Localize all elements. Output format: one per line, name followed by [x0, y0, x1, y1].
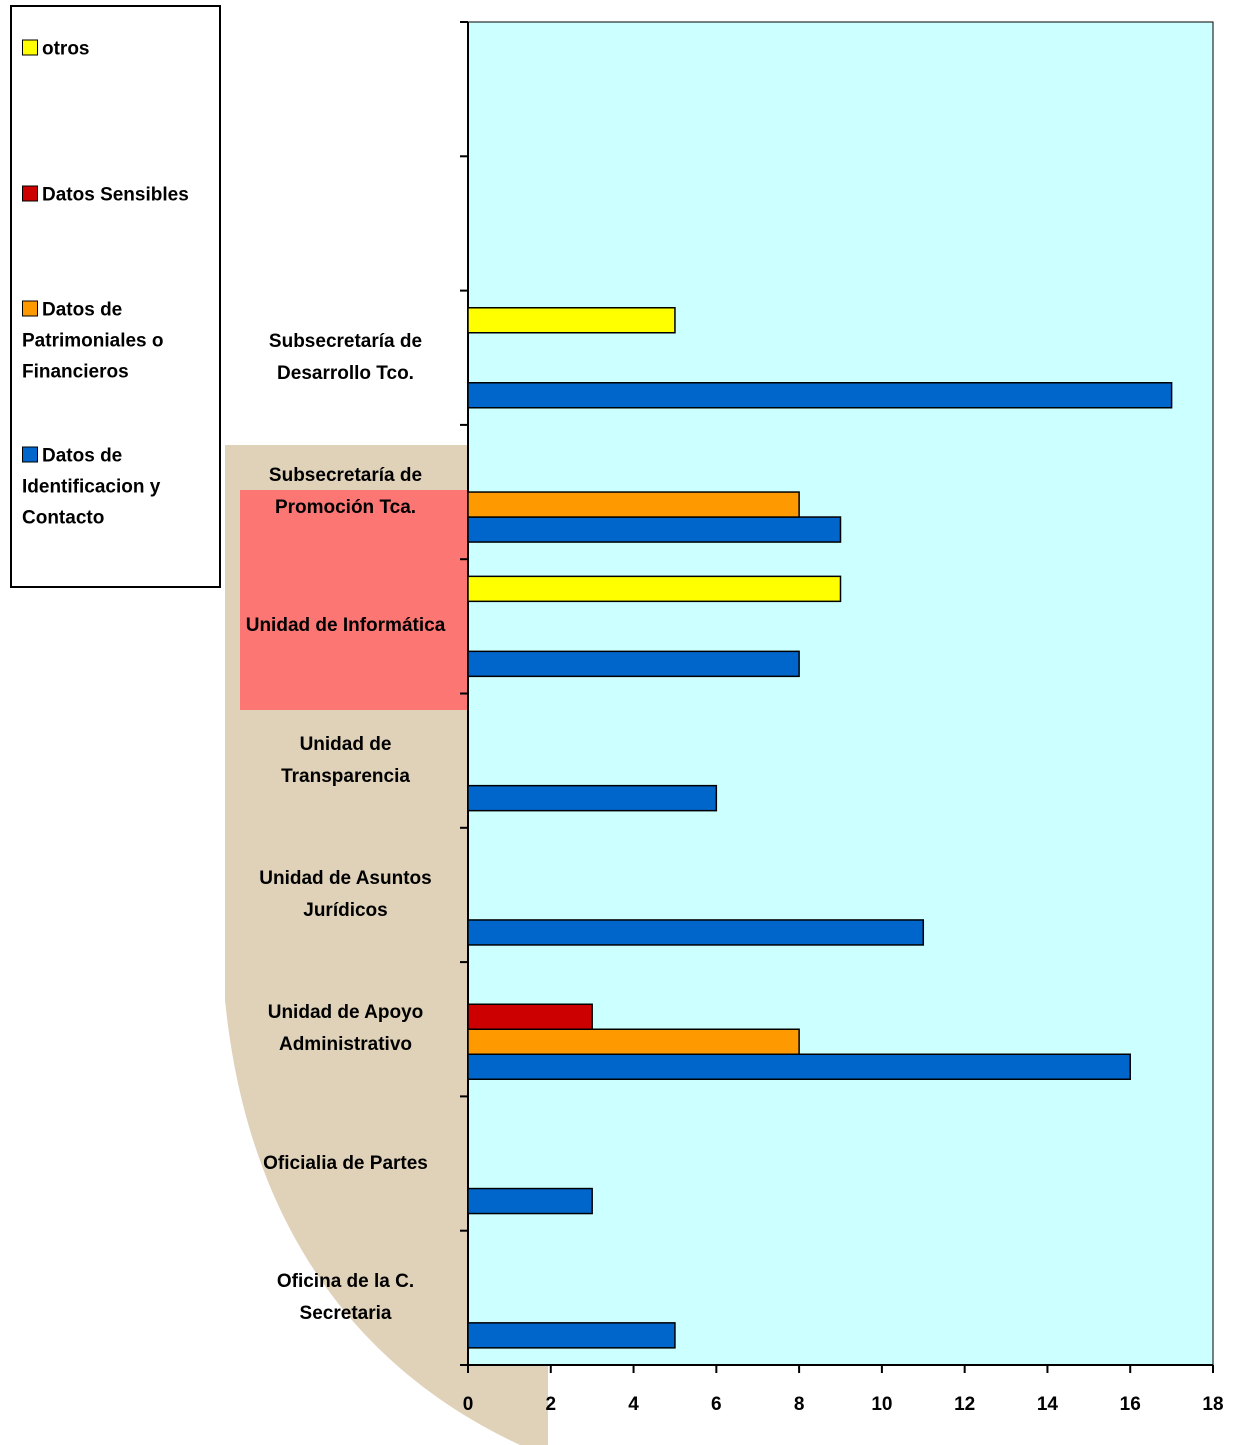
- category-label: Oficialia de Partes: [263, 1152, 428, 1174]
- background-emblem-panel: [240, 490, 470, 710]
- bar: [467, 919, 925, 946]
- bar: [467, 516, 842, 543]
- legend-entry: Datos Sensibles: [22, 180, 222, 211]
- legend-swatch: [22, 446, 38, 463]
- bar: [467, 491, 800, 518]
- x-tick-label: 6: [711, 1394, 722, 1415]
- x-tick-label: 16: [1120, 1394, 1141, 1415]
- legend: Datos de Identificacion y Contacto Datos …: [10, 5, 221, 588]
- bar: [467, 1003, 593, 1030]
- category-label: Unidad de Asuntos Jurídicos: [259, 867, 432, 921]
- category-label: Unidad de Apoyo Administrativo: [267, 1002, 424, 1056]
- bar: [467, 307, 676, 334]
- category-label: Subsecretaría de Desarrollo Tco.: [268, 330, 423, 384]
- legend-entry: otros: [22, 34, 222, 65]
- category-label: Subsecretaría de Promoción Tca.: [268, 465, 423, 519]
- legend-label: Datos de Patrimoniales o Financieros: [22, 299, 164, 383]
- legend-entry: Datos de Identificacion y Contacto: [22, 441, 222, 534]
- legend-entry: Datos de Patrimoniales o Financieros: [22, 295, 222, 388]
- bar: [467, 650, 800, 678]
- bar: [467, 382, 1173, 409]
- x-tick-label: 10: [871, 1394, 892, 1415]
- category-label: Unidad de Informática: [245, 615, 446, 637]
- legend-label: Datos de Identificacion y Contacto: [22, 445, 161, 529]
- bar: [467, 1053, 1131, 1080]
- legend-swatch: [22, 185, 38, 202]
- x-tick-label: 14: [1037, 1394, 1059, 1415]
- x-tick-label: 18: [1202, 1394, 1223, 1415]
- x-tick-label: 8: [794, 1394, 805, 1415]
- plot-area: [467, 21, 1214, 1366]
- bar: [467, 1322, 676, 1349]
- x-tick-label: 0: [463, 1394, 474, 1415]
- bar: [467, 1028, 800, 1055]
- bar: [467, 1187, 593, 1215]
- x-tick-label: 12: [954, 1394, 975, 1415]
- x-tick-label: 4: [628, 1394, 639, 1415]
- x-tick-label: 2: [545, 1394, 556, 1415]
- bar: [467, 784, 718, 812]
- category-label: Unidad de Transparencia: [281, 733, 410, 787]
- bar: [467, 575, 842, 603]
- legend-label: Datos Sensibles: [42, 184, 189, 206]
- legend-swatch: [22, 300, 38, 317]
- legend-label: otros: [42, 38, 90, 60]
- legend-swatch: [22, 39, 38, 56]
- category-label: Oficina de la C. Secretaria: [276, 1270, 415, 1324]
